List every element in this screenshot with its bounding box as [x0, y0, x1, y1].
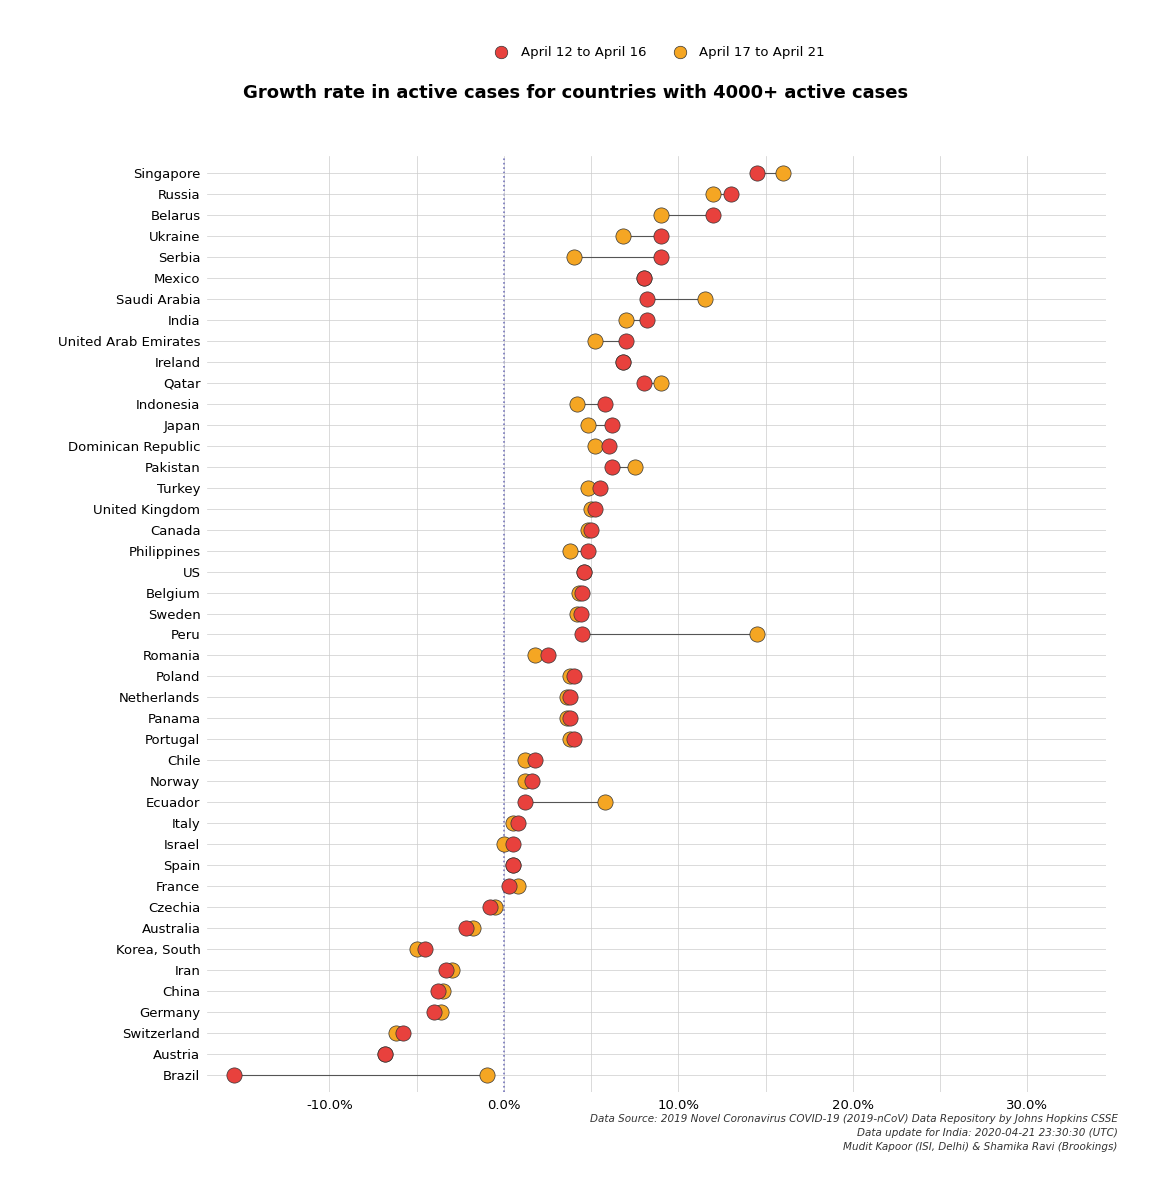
Point	[575, 562, 593, 581]
Point	[596, 793, 614, 812]
Point	[558, 688, 576, 707]
Point	[602, 457, 621, 476]
Point	[561, 730, 579, 749]
Point	[591, 478, 609, 497]
Point	[570, 583, 589, 602]
Point	[616, 331, 635, 350]
Point	[574, 625, 592, 644]
Point	[602, 415, 621, 434]
Point	[585, 331, 604, 350]
Point	[585, 499, 604, 518]
Point	[704, 205, 722, 224]
Point	[376, 1045, 394, 1064]
Point	[721, 184, 740, 203]
Point	[596, 394, 614, 413]
Point	[635, 268, 653, 287]
Point	[652, 205, 670, 224]
Point	[500, 877, 518, 896]
Point	[626, 457, 644, 476]
Point	[578, 478, 597, 497]
Point	[571, 604, 590, 623]
Point	[509, 877, 528, 896]
Point	[568, 604, 586, 623]
Point	[432, 1003, 450, 1022]
Point	[558, 709, 576, 728]
Point	[748, 163, 766, 182]
Point	[774, 163, 793, 182]
Point	[652, 373, 670, 392]
Point	[394, 1024, 412, 1043]
Point	[613, 352, 631, 371]
Point	[574, 583, 592, 602]
Point	[561, 688, 579, 707]
Point	[564, 730, 583, 749]
Point	[582, 499, 600, 518]
Point	[616, 310, 635, 329]
Point	[463, 919, 482, 938]
Point	[578, 520, 597, 539]
Point	[564, 247, 583, 266]
Point	[704, 184, 722, 203]
Point	[599, 436, 617, 455]
Point	[425, 1003, 444, 1022]
Point	[561, 667, 579, 686]
Point	[503, 835, 522, 854]
Point	[408, 940, 426, 959]
Text: Data Source: 2019 Novel Coronavirus COVID-19 (2019-nCoV) Data Repository by John: Data Source: 2019 Novel Coronavirus COVI…	[590, 1114, 1117, 1152]
Point	[575, 562, 593, 581]
Point	[635, 373, 653, 392]
Point	[429, 982, 447, 1001]
Point	[526, 751, 545, 770]
Point	[523, 772, 541, 791]
Point	[561, 541, 579, 560]
Point	[526, 646, 545, 665]
Point	[516, 772, 535, 791]
Point	[582, 520, 600, 539]
Point	[564, 667, 583, 686]
Point	[613, 226, 631, 245]
Point	[503, 856, 522, 875]
Point	[486, 898, 505, 917]
Point	[509, 814, 528, 833]
Point	[561, 709, 579, 728]
Point	[437, 961, 455, 980]
Point	[638, 310, 657, 329]
Point	[635, 268, 653, 287]
Legend: April 12 to April 16, April 17 to April 21: April 12 to April 16, April 17 to April …	[483, 41, 831, 65]
Point	[538, 646, 556, 665]
Point	[516, 793, 535, 812]
Point	[696, 289, 714, 308]
Point	[585, 436, 604, 455]
Point	[387, 1024, 406, 1043]
Point	[225, 1066, 243, 1085]
Point	[578, 415, 597, 434]
Text: Growth rate in active cases for countries with 4000+ active cases: Growth rate in active cases for countrie…	[243, 84, 909, 102]
Point	[503, 856, 522, 875]
Point	[652, 226, 670, 245]
Point	[516, 751, 535, 770]
Point	[578, 541, 597, 560]
Point	[416, 940, 434, 959]
Point	[568, 394, 586, 413]
Point	[748, 625, 766, 644]
Point	[433, 982, 452, 1001]
Point	[503, 814, 522, 833]
Point	[613, 352, 631, 371]
Point	[480, 898, 499, 917]
Point	[638, 289, 657, 308]
Point	[477, 1066, 495, 1085]
Point	[494, 835, 513, 854]
Point	[652, 247, 670, 266]
Point	[442, 961, 461, 980]
Point	[456, 919, 475, 938]
Point	[376, 1045, 394, 1064]
